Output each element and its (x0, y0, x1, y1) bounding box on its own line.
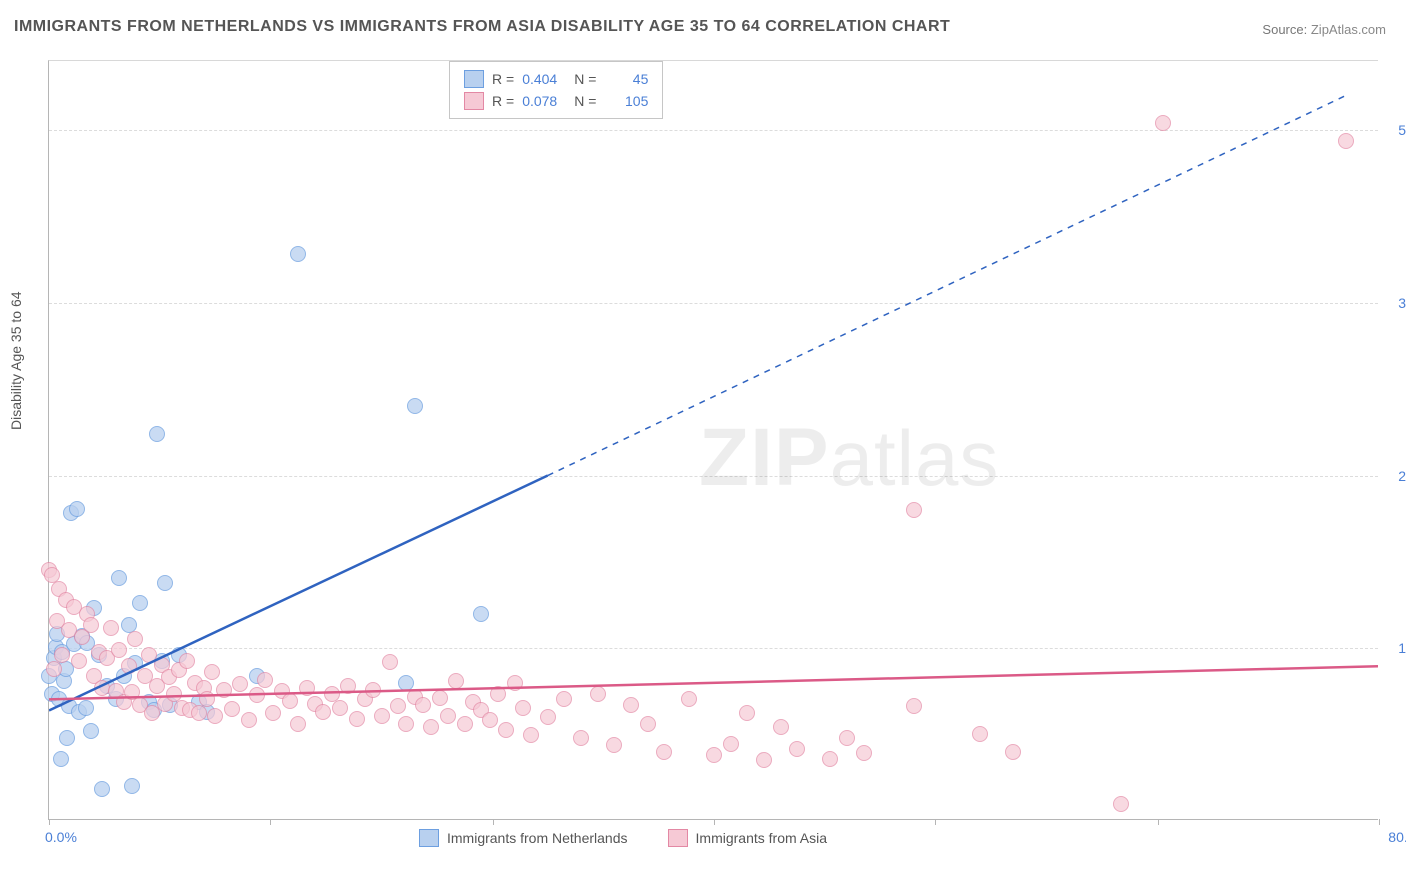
x-tick-max: 80.0% (1388, 829, 1406, 845)
legend-row: R = 0.404 N = 45 (464, 68, 648, 90)
legend-r-label: R = (492, 71, 514, 87)
x-tick (49, 819, 50, 825)
legend-r-value: 0.404 (522, 71, 566, 87)
correlation-legend: R = 0.404 N = 45 R = 0.078 N = 105 (449, 61, 663, 119)
source-value: ZipAtlas.com (1311, 22, 1386, 37)
source-label: Source: (1262, 22, 1307, 37)
legend-item: Immigrants from Asia (668, 829, 827, 847)
legend-swatch (464, 92, 484, 110)
x-tick-min: 0.0% (45, 829, 77, 845)
legend-item: Immigrants from Netherlands (419, 829, 628, 847)
x-tick (1379, 819, 1380, 825)
trend-line (49, 476, 548, 711)
y-tick-label: 37.5% (1383, 295, 1406, 311)
x-tick (1158, 819, 1159, 825)
x-tick (935, 819, 936, 825)
legend-n-label: N = (574, 71, 596, 87)
x-tick (714, 819, 715, 825)
legend-swatch (419, 829, 439, 847)
plot-area: R =0.404N =45R =0.078N =105 ZIPatlas 0.0… (48, 60, 1378, 820)
source-attribution: Source: ZipAtlas.com (1262, 22, 1386, 37)
legend-n-label: N = (574, 93, 596, 109)
legend-n-value: 45 (604, 71, 648, 87)
trend-line (49, 666, 1378, 699)
y-tick-label: 50.0% (1383, 122, 1406, 138)
x-tick (270, 819, 271, 825)
legend-label: Immigrants from Netherlands (447, 830, 628, 846)
legend-swatch (464, 70, 484, 88)
chart-svg (49, 61, 1378, 819)
trend-line (548, 96, 1346, 476)
legend-r-value: 0.078 (522, 93, 566, 109)
y-tick-label: 25.0% (1383, 468, 1406, 484)
chart-title: IMMIGRANTS FROM NETHERLANDS VS IMMIGRANT… (14, 18, 950, 36)
legend-row: R = 0.078 N = 105 (464, 90, 648, 112)
series-legend: Immigrants from Netherlands Immigrants fr… (419, 829, 827, 847)
legend-swatch (668, 829, 688, 847)
legend-n-value: 105 (604, 93, 648, 109)
legend-r-label: R = (492, 93, 514, 109)
y-axis-label: Disability Age 35 to 64 (8, 291, 24, 430)
y-tick-label: 12.5% (1383, 640, 1406, 656)
legend-label: Immigrants from Asia (696, 830, 827, 846)
x-tick (493, 819, 494, 825)
